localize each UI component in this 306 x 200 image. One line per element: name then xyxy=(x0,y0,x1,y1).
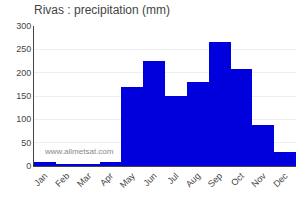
svg-text:150: 150 xyxy=(16,91,31,101)
svg-text:Dec: Dec xyxy=(271,170,290,189)
svg-text:Rivas : precipitation (mm): Rivas : precipitation (mm) xyxy=(34,3,170,17)
svg-text:Nov: Nov xyxy=(249,170,268,189)
svg-text:Apr: Apr xyxy=(98,171,115,188)
svg-text:50: 50 xyxy=(21,138,31,148)
svg-text:Jul: Jul xyxy=(165,171,180,186)
svg-text:300: 300 xyxy=(16,21,31,31)
svg-text:May: May xyxy=(118,170,137,189)
svg-text:0: 0 xyxy=(26,161,31,171)
svg-text:250: 250 xyxy=(16,44,31,54)
svg-text:Feb: Feb xyxy=(53,171,71,189)
svg-text:100: 100 xyxy=(16,114,31,124)
svg-text:200: 200 xyxy=(16,68,31,78)
svg-text:www.allmetsat.com: www.allmetsat.com xyxy=(44,147,114,156)
svg-text:Mar: Mar xyxy=(75,171,93,189)
svg-text:Sep: Sep xyxy=(206,171,224,189)
svg-text:Aug: Aug xyxy=(184,171,202,189)
svg-text:Jun: Jun xyxy=(141,171,158,188)
svg-text:Jan: Jan xyxy=(32,171,49,188)
svg-text:Oct: Oct xyxy=(229,170,246,187)
